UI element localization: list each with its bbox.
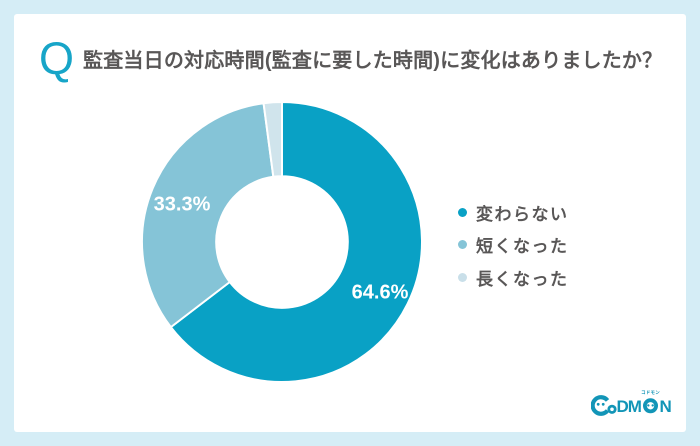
question-q-icon: Q bbox=[39, 33, 75, 84]
logo-o-eye-left-icon bbox=[647, 404, 650, 407]
infographic-card: Q 監査当日の対応時間(監査に要した時間)に変化はありましたか？ 64.6% 3… bbox=[14, 14, 686, 432]
codmon-logo-graphic: DM コドモン N bbox=[590, 390, 673, 416]
legend-bullet-icon bbox=[458, 272, 467, 282]
logo-o-eye-right-icon bbox=[651, 404, 654, 407]
question-title: 監査当日の対応時間(監査に要した時間)に変化はありましたか？ bbox=[83, 50, 663, 72]
legend-label-nagakunatta: 長くなった bbox=[476, 269, 569, 289]
donut-slice-0 bbox=[169, 101, 423, 383]
donut-chart: 64.6% 33.3% bbox=[132, 92, 432, 392]
logo-o-face-icon bbox=[643, 398, 659, 414]
legend-label-mijikakunatta: 短くなった bbox=[476, 237, 569, 256]
logo-c-face-icon bbox=[590, 395, 610, 416]
legend-label-kawaranai: 変わらない bbox=[476, 204, 569, 224]
legend-bullet-icon bbox=[458, 207, 467, 217]
legend-item-kawaranai: 変わらない bbox=[458, 200, 569, 224]
donut-svg bbox=[141, 101, 423, 383]
codmon-logo: DM コドモン N bbox=[590, 385, 673, 419]
logo-letters-dm: DM bbox=[617, 397, 642, 416]
logo-c-eye-right-icon bbox=[601, 402, 605, 406]
logo-kana: コドモン bbox=[641, 390, 660, 396]
legend-bullet-icon bbox=[458, 240, 467, 249]
donut-slice-1 bbox=[141, 102, 275, 329]
question-header: Q 監査当日の対応時間(監査に要した時間)に変化はありましたか？ bbox=[39, 36, 662, 81]
legend: 変わらない 短くなった 長くなった bbox=[458, 200, 569, 298]
donut-slice-2 bbox=[262, 101, 283, 178]
slice-label-mijikakunatta: 33.3% bbox=[153, 193, 211, 216]
slice-label-kawaranai: 64.6% bbox=[351, 281, 409, 304]
logo-c-eye-left-icon bbox=[596, 402, 600, 406]
logo-small-o-icon bbox=[607, 404, 617, 414]
legend-item-mijikakunatta: 短くなった bbox=[458, 233, 569, 257]
logo-letter-n: N bbox=[660, 397, 672, 416]
legend-item-nagakunatta: 長くなった bbox=[458, 265, 569, 289]
